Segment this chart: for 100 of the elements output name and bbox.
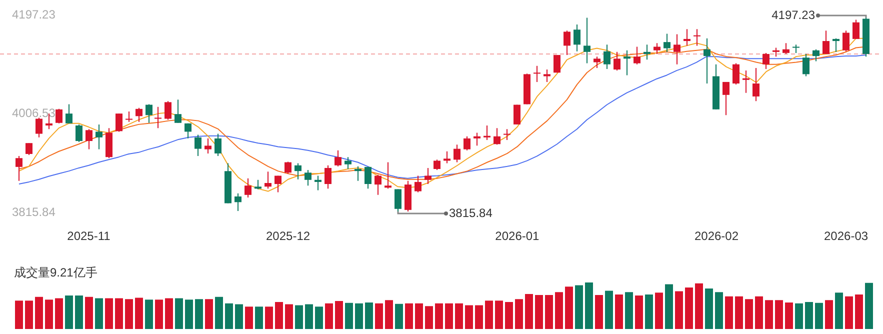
bar <box>685 288 693 329</box>
bar <box>385 300 393 329</box>
bar <box>805 302 813 329</box>
x-tick-label: 2026-03 <box>824 229 868 244</box>
bar <box>165 298 173 329</box>
bar <box>65 295 73 329</box>
bar <box>775 300 783 329</box>
bar <box>225 303 233 329</box>
bar <box>395 304 403 329</box>
bar <box>445 303 453 329</box>
candlestick <box>742 70 750 93</box>
bar <box>675 291 683 329</box>
candlestick <box>504 129 510 140</box>
bar <box>315 306 323 329</box>
bar <box>85 296 93 329</box>
bar <box>795 303 803 329</box>
bar <box>515 299 523 329</box>
bar <box>345 302 353 329</box>
bar <box>835 292 843 329</box>
bar <box>475 305 483 329</box>
bar <box>45 300 53 329</box>
bar <box>615 294 623 329</box>
bar <box>405 303 413 329</box>
x-tick-label: 2026-02 <box>694 229 739 244</box>
bar <box>585 282 593 329</box>
bar <box>575 285 583 329</box>
bar <box>735 296 743 329</box>
bar <box>265 306 273 329</box>
bar <box>605 290 613 329</box>
bar <box>495 300 503 329</box>
y-tick-label: 3815.84 <box>12 204 56 219</box>
bar <box>125 299 133 329</box>
annotation: 4197.23 <box>772 8 816 22</box>
bar <box>855 294 863 329</box>
bar <box>195 299 203 329</box>
bar <box>545 294 553 329</box>
bar <box>595 294 603 329</box>
candlestick <box>624 50 630 76</box>
chart-title: 成交量9.21亿手 <box>14 266 98 280</box>
x-tick-label: 2025-12 <box>266 229 310 244</box>
bar <box>745 299 753 329</box>
bar <box>825 300 833 329</box>
bar <box>135 298 143 329</box>
bar <box>375 303 383 329</box>
bar <box>765 300 773 329</box>
bar <box>215 296 223 329</box>
bar <box>655 292 663 329</box>
x-tick-label: 2025-11 <box>67 229 111 244</box>
bar <box>305 304 313 329</box>
bar <box>505 302 513 329</box>
bar <box>335 301 343 329</box>
bar <box>255 306 263 329</box>
bar <box>285 304 293 329</box>
bar <box>105 298 113 329</box>
bar <box>625 292 633 329</box>
bar <box>465 305 473 329</box>
bar <box>95 298 103 329</box>
bar <box>755 296 763 329</box>
y-tick-label: 4006.53 <box>12 106 56 120</box>
annotation: 3815.84 <box>449 206 493 220</box>
bar <box>485 300 493 329</box>
bar <box>535 294 543 329</box>
y-tick-label: 4197.23 <box>12 7 56 22</box>
bar <box>815 302 823 329</box>
candlestick <box>694 29 700 46</box>
bar <box>185 300 193 329</box>
bar <box>355 303 363 329</box>
candlestick <box>484 125 490 140</box>
bar <box>25 300 33 329</box>
bar <box>55 298 63 329</box>
bar <box>865 282 873 329</box>
bar <box>365 302 373 329</box>
bar <box>155 300 163 329</box>
bar <box>275 302 283 329</box>
bar <box>455 303 463 329</box>
bar <box>525 294 533 329</box>
bar <box>845 296 853 329</box>
x-tick-label: 2026-01 <box>495 229 540 244</box>
bar <box>295 305 303 329</box>
candlestick <box>534 66 540 82</box>
bar <box>35 296 43 329</box>
bar <box>15 300 23 329</box>
bar <box>145 300 153 329</box>
bar <box>555 292 563 329</box>
bar <box>645 294 653 329</box>
bar <box>635 295 643 329</box>
bar <box>235 304 243 329</box>
bar <box>785 302 793 329</box>
bar <box>245 306 253 329</box>
bar <box>115 298 123 329</box>
bar <box>695 283 703 329</box>
candlestick <box>154 106 162 128</box>
bar <box>565 286 573 329</box>
bar <box>715 292 723 329</box>
bar <box>435 303 443 329</box>
bar <box>705 288 713 329</box>
bar <box>175 298 183 329</box>
bar <box>665 284 673 329</box>
bar <box>75 295 83 329</box>
bar <box>325 303 333 329</box>
